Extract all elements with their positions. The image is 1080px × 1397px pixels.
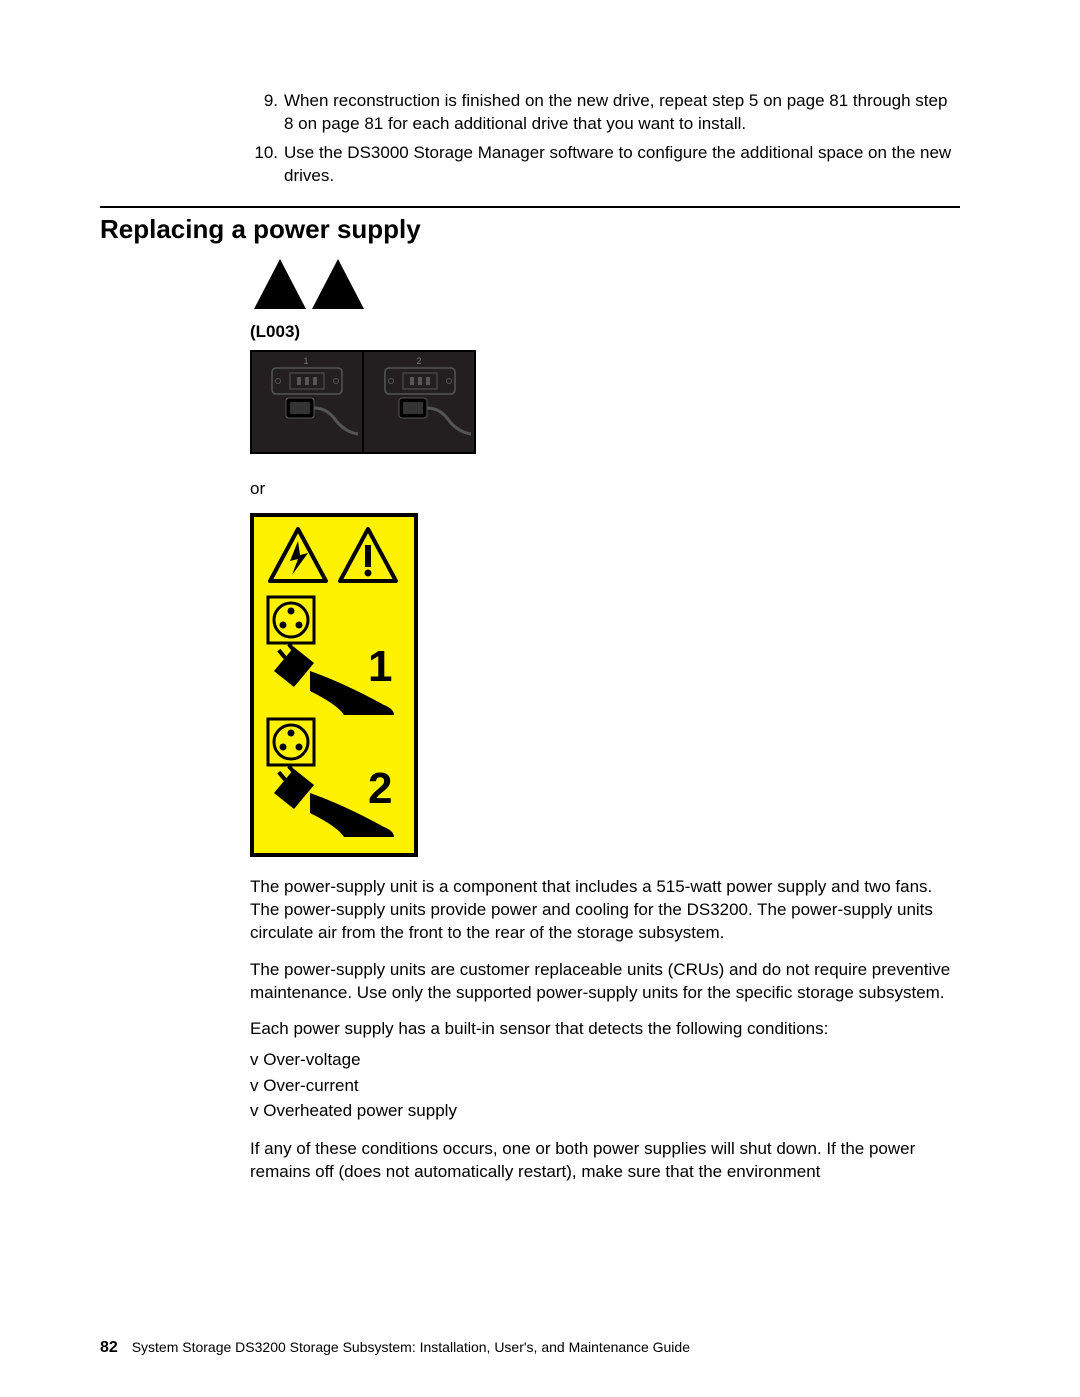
step-10: 10. Use the DS3000 Storage Manager softw… xyxy=(250,142,960,188)
triangle-icons xyxy=(250,257,370,313)
step-text: When reconstruction is finished on the n… xyxy=(284,90,960,136)
yellow-label-svg: 1 2 xyxy=(250,513,418,857)
svg-text:1: 1 xyxy=(368,642,392,691)
l003-label: (L003) xyxy=(250,322,960,342)
page-body: 9. When reconstruction is finished on th… xyxy=(0,0,1080,1224)
paragraph-2: The power-supply units are customer repl… xyxy=(250,959,960,1005)
paragraph-4: If any of these conditions occurs, one o… xyxy=(250,1138,960,1184)
bullet-overheated: v Overheated power supply xyxy=(250,1098,960,1124)
section-heading: Replacing a power supply xyxy=(100,214,960,245)
section-content: (L003) 1 xyxy=(250,257,960,1184)
page-footer: 82 System Storage DS3200 Storage Subsyst… xyxy=(100,1339,690,1357)
svg-text:2: 2 xyxy=(416,356,421,366)
bullet-list: v Over-voltage v Over-current v Overheat… xyxy=(250,1047,960,1124)
step-9: 9. When reconstruction is finished on th… xyxy=(250,90,960,136)
paragraph-1: The power-supply unit is a component tha… xyxy=(250,876,960,945)
step-text: Use the DS3000 Storage Manager software … xyxy=(284,142,960,188)
page-number: 82 xyxy=(100,1339,118,1356)
step-number: 10. xyxy=(250,142,284,188)
or-text: or xyxy=(250,479,960,499)
step-number: 9. xyxy=(250,90,284,136)
section-divider xyxy=(100,206,960,208)
yellow-hazard-label: 1 2 xyxy=(250,513,418,862)
inlet-svg: 1 2 xyxy=(250,350,476,454)
svg-text:1: 1 xyxy=(303,356,308,366)
bullet-over-voltage: v Over-voltage xyxy=(250,1047,960,1073)
svg-text:2: 2 xyxy=(368,764,392,813)
paragraph-3: Each power supply has a built-in sensor … xyxy=(250,1018,960,1041)
bullet-over-current: v Over-current xyxy=(250,1073,960,1099)
hazard-triangles xyxy=(250,257,960,318)
inlet-diagram: 1 2 xyxy=(250,350,476,459)
footer-title: System Storage DS3200 Storage Subsystem:… xyxy=(132,1339,690,1355)
steps-list: 9. When reconstruction is finished on th… xyxy=(250,90,960,188)
